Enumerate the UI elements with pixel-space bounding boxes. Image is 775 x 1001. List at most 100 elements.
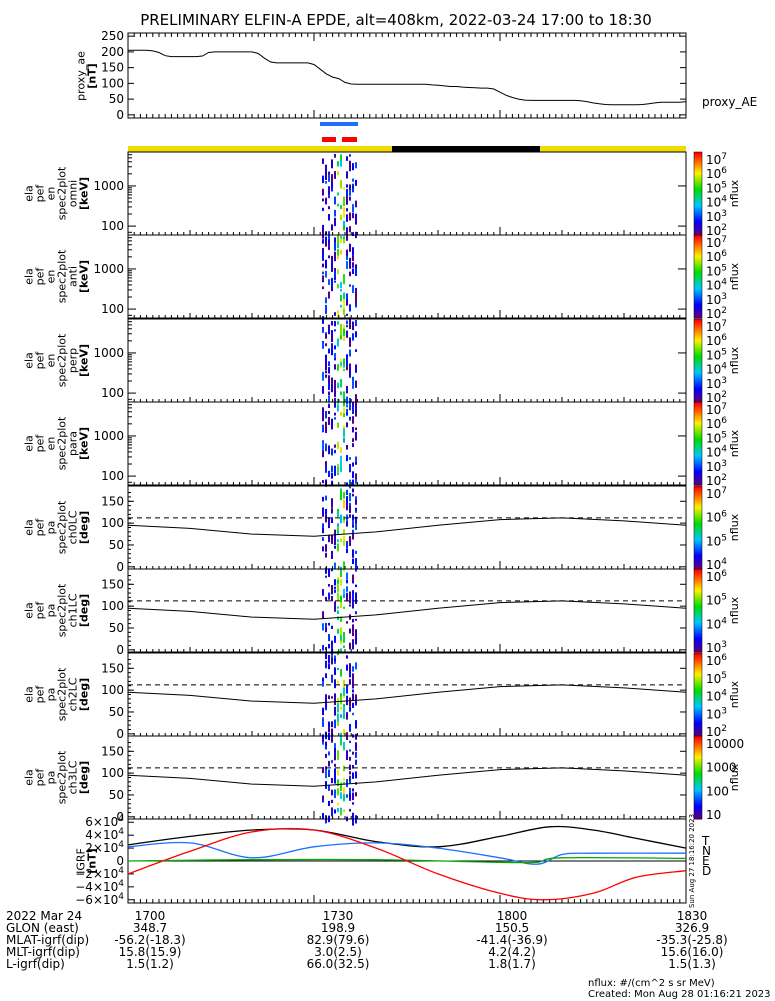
colorbar-cell <box>694 179 702 182</box>
colorbar-cell <box>694 230 702 234</box>
colorbar-cell <box>694 201 702 205</box>
ylabel-line: omni <box>67 180 80 207</box>
spec-pixel <box>343 274 345 277</box>
pa-ytick-label: 50 <box>109 788 124 802</box>
orbit-row-value: 1730 <box>322 909 354 923</box>
spec-pixel <box>340 411 342 416</box>
igrf-legend-D: D <box>702 864 711 878</box>
spec-pixel <box>346 548 348 554</box>
ylabel-line: pef <box>34 267 47 286</box>
orbit-row-value: 326.9 <box>674 921 710 935</box>
spec-pixel <box>337 382 339 389</box>
colorbar-cell <box>694 441 702 444</box>
spec-pixel <box>355 427 357 431</box>
colorbar-cell <box>694 364 702 368</box>
spec-pixel <box>346 255 348 260</box>
spec-pixel <box>346 685 348 694</box>
colorbar-cell <box>694 620 702 624</box>
spec-pixel <box>325 370 327 374</box>
colorbar-cell <box>694 431 702 434</box>
colorbar-cell <box>694 758 702 762</box>
colorbar-cell <box>694 517 702 520</box>
colorbar-cell <box>694 439 702 442</box>
colorbar-cell <box>694 510 702 514</box>
spec-pixel <box>328 417 330 422</box>
colorbar-cell <box>694 657 702 660</box>
spec-pixel <box>322 645 324 651</box>
spec-pixel <box>349 628 351 634</box>
colorbar-cell <box>694 383 702 386</box>
spec-pixel <box>343 491 345 499</box>
spec-pixel <box>334 329 336 332</box>
pa-ytick-label: 100 <box>101 516 124 530</box>
spec-pixel <box>328 327 330 335</box>
ylabel-line: spec2plot <box>56 750 69 804</box>
colorbar-tick-label: 103 <box>706 292 727 307</box>
spec-pixel <box>340 669 342 677</box>
ylabel-line: en <box>45 354 58 368</box>
colorbar-cell <box>694 600 702 603</box>
ylabel-line: ela <box>23 268 36 285</box>
colorbar-cell <box>694 614 702 618</box>
spec-pixel <box>322 623 324 631</box>
colorbar-tick-label: 106 <box>706 333 727 348</box>
spec-pixel <box>328 239 330 244</box>
orbit-row-label: 2022 Mar 24 <box>6 909 83 923</box>
ylabel-line: [keV] <box>78 177 91 210</box>
spec-pixel <box>343 782 345 785</box>
colorbar-cell <box>694 583 702 587</box>
spec-pixel <box>346 586 348 592</box>
spec-pixel <box>346 325 348 328</box>
spec-pixel <box>325 270 327 278</box>
spec-pixel <box>331 696 333 699</box>
orbit-row-value: 15.6(16.0) <box>660 945 724 959</box>
colorbar-cell <box>694 426 702 430</box>
orbit-row-value: 1.5(1.3) <box>668 957 716 971</box>
spec-pixel <box>352 772 354 779</box>
colorbar-cell <box>694 323 702 326</box>
spec-pixel <box>355 287 357 295</box>
orbit-row-value: 4.2(4.2) <box>488 945 536 959</box>
igrf-ytick-label: 4×104 <box>85 827 124 842</box>
spec-pixel <box>337 310 339 317</box>
ylabel-line: ela <box>23 435 36 452</box>
spec-pixel <box>325 240 327 247</box>
pa-ytick-label: 100 <box>101 599 124 613</box>
spec-pixel <box>325 552 327 556</box>
ylabel-line: ch0LC <box>67 510 80 544</box>
colorbar-cell <box>694 435 702 438</box>
spec-pixel <box>346 592 348 602</box>
spec-pixel <box>331 550 333 559</box>
colorbar-cell <box>694 663 702 666</box>
colorbar-cell <box>694 773 702 776</box>
orbit-row-value: 150.5 <box>494 921 530 935</box>
colorbar-cell <box>694 800 702 803</box>
spec-pixel <box>322 263 324 268</box>
colorbar-cell <box>694 160 702 163</box>
spec-pixel <box>343 328 345 336</box>
colorbar-cell <box>694 222 702 226</box>
colorbar-frame <box>693 568 703 653</box>
spec-pixel <box>355 584 357 588</box>
colorbar-cell <box>694 550 702 553</box>
colorbar-cell <box>694 262 702 265</box>
spec-pixel <box>325 700 327 708</box>
spec-pixel <box>343 499 345 509</box>
spec-pixel <box>346 405 348 408</box>
spec-pixel <box>322 371 324 381</box>
sunlight-bar <box>128 146 392 152</box>
spec-pixel <box>334 412 336 416</box>
spec-pixel <box>349 723 351 732</box>
colorbar-cell <box>694 767 702 770</box>
ylabel-line: spec2plot <box>56 333 69 387</box>
colorbar-cell <box>694 540 702 543</box>
spec-pixel <box>343 407 345 414</box>
colorbar-cell <box>694 731 702 735</box>
colorbar-cell <box>694 389 702 393</box>
colorbar-frame <box>693 401 703 486</box>
ae-line <box>128 49 687 106</box>
colorbar-tick-label: 103 <box>706 706 727 721</box>
spec-pixel <box>337 592 339 601</box>
spec-pixel <box>325 181 327 184</box>
